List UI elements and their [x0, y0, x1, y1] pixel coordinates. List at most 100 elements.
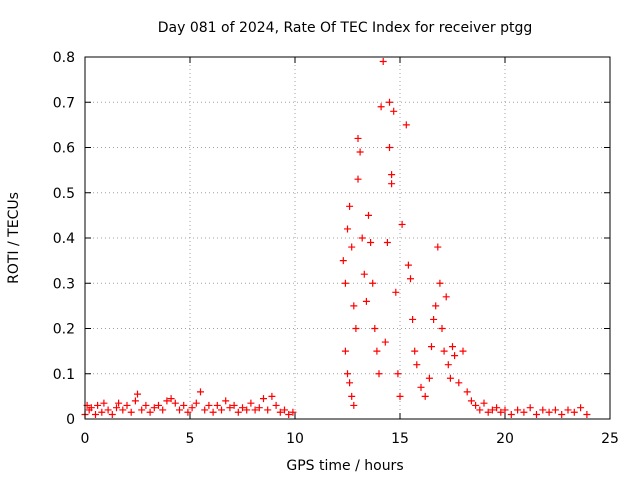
data-point: [533, 410, 540, 418]
data-point: [488, 406, 496, 414]
data-point: [276, 408, 284, 416]
y-tick-label: 0: [66, 412, 75, 428]
data-point: [455, 379, 463, 387]
data-point: [377, 103, 385, 111]
data-point: [501, 406, 509, 414]
data-point: [171, 399, 179, 407]
chart-title: Day 081 of 2024, Rate Of TEC Index for r…: [158, 20, 533, 36]
data-point: [222, 397, 230, 405]
data-point: [341, 347, 349, 355]
data-point: [94, 401, 102, 409]
data-point: [131, 397, 139, 405]
data-point: [155, 401, 162, 409]
data-point: [341, 279, 349, 287]
data-point: [119, 406, 127, 414]
data-point: [92, 410, 99, 418]
data-point: [272, 401, 280, 409]
data-point: [123, 401, 131, 409]
data-point: [484, 408, 492, 416]
data-point: [197, 388, 204, 396]
y-tick-label: 0.3: [53, 276, 75, 292]
data-point: [167, 395, 175, 403]
data-point: [354, 175, 362, 183]
data-point: [421, 392, 429, 400]
data-point: [440, 347, 448, 355]
data-point: [163, 397, 171, 405]
data-point: [428, 343, 435, 351]
data-point: [438, 325, 446, 332]
data-point: [539, 406, 547, 414]
data-point: [369, 279, 377, 287]
x-tick-label: 20: [496, 431, 514, 447]
data-point: [346, 379, 354, 387]
data-point: [218, 406, 225, 414]
data-point: [113, 404, 120, 412]
data-point: [390, 107, 398, 115]
y-tick-label: 0.4: [53, 231, 75, 247]
data-point: [451, 352, 459, 360]
data-point: [289, 408, 297, 416]
data-point: [526, 404, 534, 412]
data-point: [430, 315, 438, 323]
data-points: [81, 58, 591, 418]
data-point: [344, 370, 351, 378]
data-point: [392, 288, 400, 296]
data-point: [358, 234, 366, 242]
data-point: [344, 225, 351, 233]
data-point: [184, 408, 192, 416]
data-point: [346, 202, 354, 210]
data-point: [100, 399, 108, 407]
data-point: [564, 406, 572, 414]
x-tick-label: 10: [286, 431, 304, 447]
data-point: [239, 404, 246, 412]
x-tick-label: 15: [391, 431, 409, 447]
data-point: [209, 408, 217, 416]
data-point: [381, 338, 389, 346]
y-tick-label: 0.8: [53, 50, 75, 66]
data-point: [268, 392, 276, 400]
data-point: [339, 257, 347, 265]
data-point: [352, 325, 360, 332]
data-point: [545, 408, 553, 416]
y-tick-label: 0.7: [53, 95, 75, 111]
data-point: [402, 121, 410, 129]
x-tick-label: 5: [186, 431, 195, 447]
data-point: [134, 390, 141, 398]
data-point: [558, 410, 566, 418]
data-point: [570, 408, 578, 416]
data-point: [98, 408, 106, 416]
data-point: [375, 370, 383, 378]
data-point: [371, 325, 379, 332]
data-point: [442, 293, 450, 301]
x-tick-label: 25: [601, 431, 619, 447]
data-point: [146, 408, 154, 416]
x-tick-label: 0: [81, 431, 90, 447]
y-tick-label: 0.5: [53, 186, 75, 202]
data-point: [350, 302, 358, 310]
data-point: [348, 392, 356, 400]
x-axis-label: GPS time / hours: [286, 458, 403, 474]
data-point: [360, 270, 368, 278]
data-point: [354, 134, 362, 142]
data-point: [348, 243, 356, 251]
axis-ticks: 0 5 10 15 20 25 0 0.1 0.2 0.3 0.4 0.5 0.6 0.7 0.8: [53, 50, 619, 447]
data-point: [255, 404, 263, 412]
data-point: [188, 404, 196, 412]
data-point: [192, 399, 200, 407]
data-point: [234, 408, 242, 416]
data-point: [404, 261, 412, 269]
data-point: [213, 401, 221, 409]
data-point: [251, 406, 259, 414]
data-point: [577, 404, 585, 412]
data-point: [201, 406, 209, 414]
data-point: [247, 399, 255, 407]
y-axis-label: ROTI / TECUs: [6, 192, 22, 284]
data-point: [108, 410, 116, 418]
data-point: [159, 406, 167, 414]
data-point: [243, 406, 251, 414]
data-point: [480, 399, 488, 407]
data-point: [436, 279, 444, 287]
data-point: [409, 315, 417, 323]
data-point: [379, 58, 387, 66]
